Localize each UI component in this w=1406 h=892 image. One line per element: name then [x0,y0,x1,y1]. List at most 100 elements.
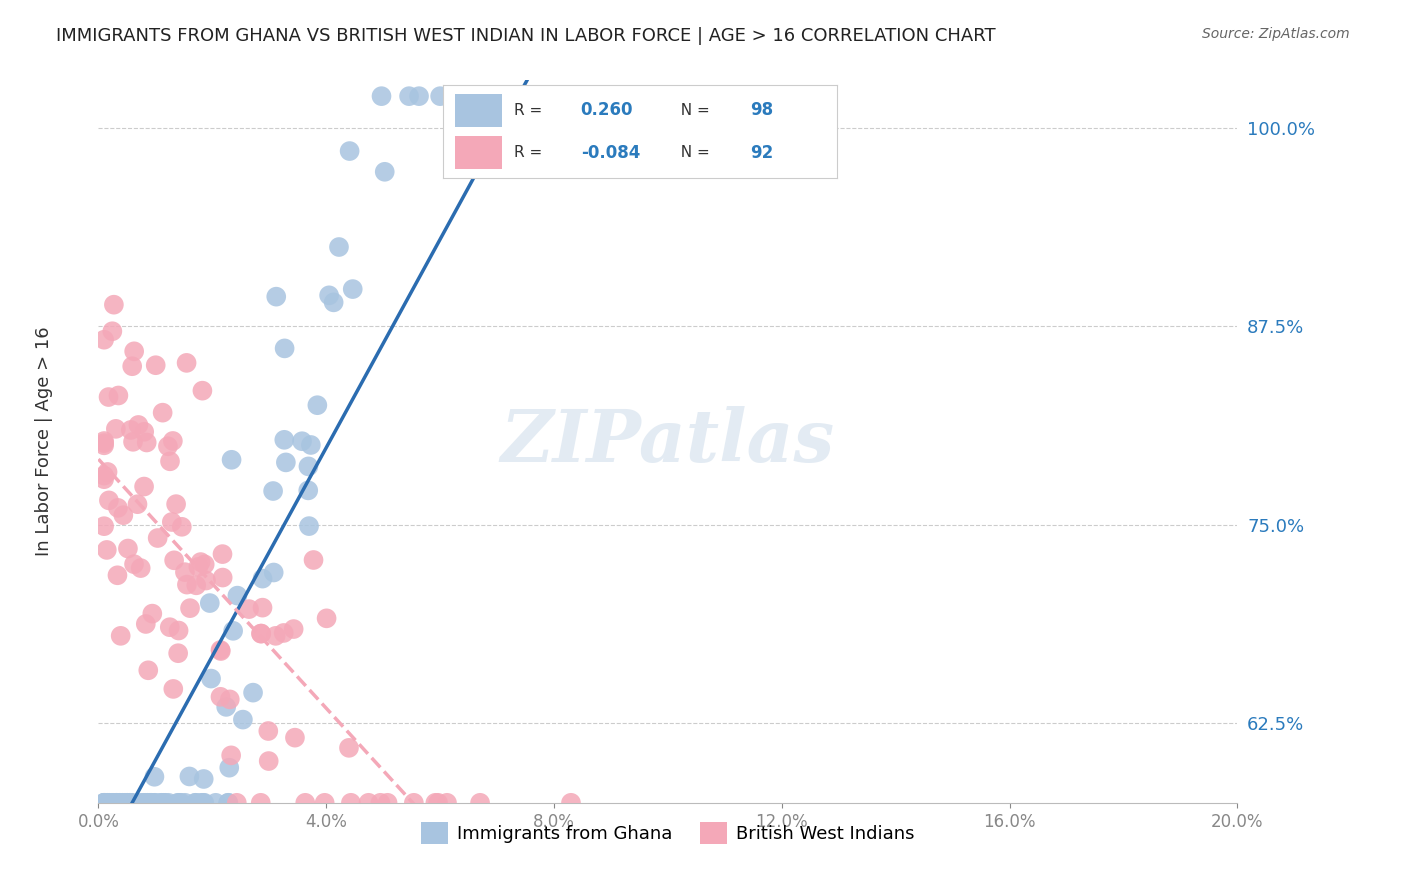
Point [160,515,183,529]
Point [179,769,201,783]
Point [257,724,280,739]
Point [191,384,214,398]
Point [190,796,212,810]
Point [436,796,458,810]
Point [211,570,233,584]
Point [427,796,450,810]
Point [150,796,173,810]
Text: ZIPatlas: ZIPatlas [501,406,835,477]
Point [174,565,197,579]
Point [97,390,120,404]
Point [114,796,136,810]
Point [162,434,184,448]
Point [273,433,295,447]
Point [193,772,215,786]
Point [157,796,180,810]
Point [194,558,217,572]
Point [117,796,139,810]
Point [250,626,273,640]
Point [170,520,193,534]
Point [560,796,582,810]
Point [337,740,360,755]
Point [93,796,115,810]
Point [141,796,163,810]
Point [136,796,159,810]
Point [134,425,156,439]
Point [135,435,157,450]
Point [159,454,181,468]
Point [129,796,152,810]
Point [402,796,425,810]
Point [167,624,190,638]
Point [146,531,169,545]
Point [322,295,344,310]
Point [97,796,120,810]
Point [105,796,128,810]
Point [112,508,135,523]
Point [211,547,233,561]
Point [429,89,451,103]
Point [121,359,143,374]
Point [93,468,115,483]
Point [283,622,305,636]
Point [97,493,120,508]
Point [115,796,138,810]
Point [143,770,166,784]
Point [586,89,609,103]
Point [219,748,242,763]
Point [263,566,285,580]
Point [704,89,727,103]
Point [107,568,129,582]
Point [120,796,142,810]
Point [97,796,120,810]
Point [162,681,184,696]
Point [143,796,166,810]
Point [215,699,238,714]
Point [93,333,115,347]
Point [264,290,287,304]
Point [139,796,162,810]
Point [357,796,380,810]
Point [150,796,173,810]
Point [176,356,198,370]
Point [374,165,396,179]
Point [315,611,337,625]
Point [191,796,214,810]
Point [218,692,240,706]
Point [108,796,131,810]
Text: R =: R = [513,103,551,118]
Point [111,796,134,810]
Point [100,796,122,810]
Point [107,500,129,515]
Point [273,342,295,356]
Point [302,553,325,567]
Point [94,796,117,810]
Point [238,602,260,616]
Point [249,796,271,810]
Point [516,89,538,103]
Point [93,796,115,810]
Bar [454,95,502,127]
Point [152,796,174,810]
Point [139,796,162,810]
Point [141,796,163,810]
Point [93,438,115,452]
Point [167,796,190,810]
Point [176,577,198,591]
Point [370,89,392,103]
Point [186,578,208,592]
Point [117,796,139,810]
Point [104,422,127,436]
Point [118,796,141,810]
Text: 0.260: 0.260 [581,102,633,120]
Point [264,629,287,643]
Point [141,607,163,621]
Point [567,89,589,103]
Point [163,553,186,567]
Point [294,796,316,810]
Point [225,796,247,810]
Point [209,643,232,657]
Point [195,574,218,588]
Point [209,644,232,658]
Point [93,472,115,486]
